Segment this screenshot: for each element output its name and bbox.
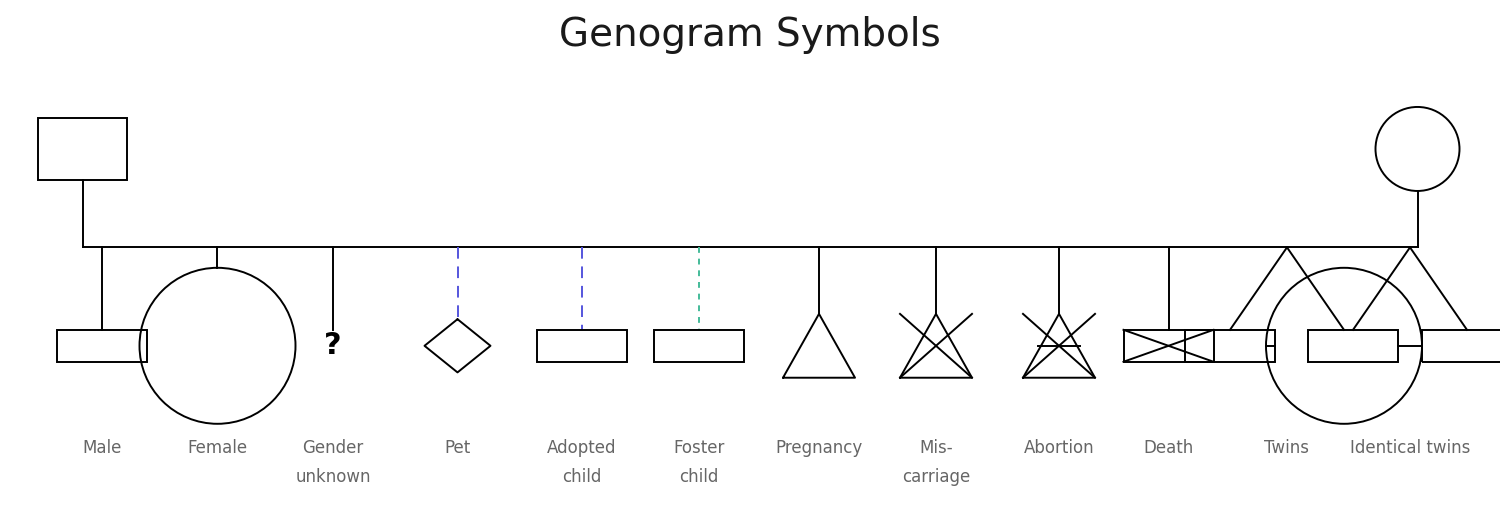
Text: Female: Female [188, 439, 248, 457]
Text: ?: ? [324, 331, 342, 360]
Text: Male: Male [82, 439, 122, 457]
Text: Adopted: Adopted [548, 439, 616, 457]
Text: Death: Death [1143, 439, 1194, 457]
Bar [1124, 330, 1214, 362]
Text: child: child [562, 468, 602, 486]
Text: child: child [680, 468, 718, 486]
Text: Pregnancy: Pregnancy [776, 439, 862, 457]
Text: Pet: Pet [444, 439, 471, 457]
Text: Twins: Twins [1264, 439, 1310, 457]
Bar [57, 330, 147, 362]
Bar [38, 119, 128, 180]
Bar [537, 330, 627, 362]
Text: carriage: carriage [902, 468, 970, 486]
Text: Genogram Symbols: Genogram Symbols [560, 16, 940, 54]
Text: Foster: Foster [674, 439, 724, 457]
Text: Identical twins: Identical twins [1350, 439, 1470, 457]
Bar [654, 330, 744, 362]
Bar [1308, 330, 1398, 362]
Bar [1422, 330, 1500, 362]
Text: Gender: Gender [303, 439, 363, 457]
Text: unknown: unknown [296, 468, 370, 486]
Text: Abortion: Abortion [1023, 439, 1095, 457]
Bar [1185, 330, 1275, 362]
Text: Mis-: Mis- [920, 439, 952, 457]
